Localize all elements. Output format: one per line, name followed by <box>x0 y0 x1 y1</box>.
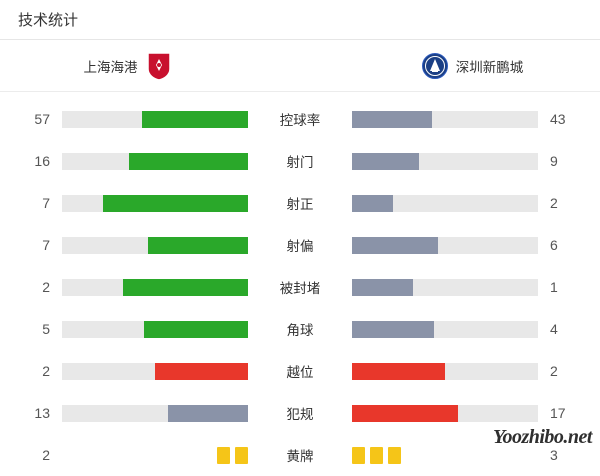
away-bar-track <box>352 110 538 128</box>
yellow-card-icon <box>388 446 401 464</box>
away-bar-track <box>352 320 538 338</box>
home-value: 7 <box>42 237 50 253</box>
home-yellow-cards <box>62 446 248 464</box>
home-bar-fill <box>168 404 248 422</box>
stat-label: 越位 <box>286 365 314 380</box>
away-bar-fill <box>352 110 432 128</box>
home-bar-track <box>62 362 248 380</box>
away-bar-fill <box>352 236 438 254</box>
home-bar-track <box>62 194 248 212</box>
watermark: Yoozhibo.net <box>492 426 593 448</box>
home-bar-track <box>62 278 248 296</box>
away-bar-track <box>352 152 538 170</box>
away-bar-fill <box>352 404 459 422</box>
yellow-card-icon <box>352 446 365 464</box>
yellow-card-icon <box>370 446 383 464</box>
away-bar-track <box>352 236 538 254</box>
yellow-card-icon <box>217 446 230 464</box>
home-value: 57 <box>34 111 50 127</box>
home-bar-fill <box>155 362 248 380</box>
stat-label: 被封堵 <box>279 281 321 296</box>
away-value: 2 <box>550 363 558 379</box>
away-value: 2 <box>550 195 558 211</box>
away-bar-track <box>352 404 538 422</box>
stat-label: 犯规 <box>286 407 314 422</box>
away-bar-track <box>352 362 538 380</box>
home-value: 5 <box>42 321 50 337</box>
home-bar-fill <box>147 236 248 254</box>
page-title: 技术统计 <box>18 12 79 29</box>
home-value: 13 <box>34 405 50 421</box>
home-bar-fill <box>141 110 248 128</box>
stat-label: 射正 <box>286 197 314 212</box>
stat-row: 57 控球率 43 <box>0 98 600 140</box>
home-bar-fill <box>143 320 248 338</box>
home-bar-fill <box>102 194 248 212</box>
stat-row: 7 射正 2 <box>0 182 600 224</box>
away-bar-fill <box>352 194 393 212</box>
away-team: 深圳新鹏城 <box>314 51 600 81</box>
home-bar-fill <box>123 278 248 296</box>
stat-row: 13 犯规 17 <box>0 392 600 434</box>
stat-label: 控球率 <box>279 113 321 128</box>
away-value: 3 <box>550 447 558 463</box>
stat-label: 黄牌 <box>286 449 314 464</box>
home-value: 2 <box>42 279 50 295</box>
home-value: 2 <box>42 363 50 379</box>
stat-label: 射偏 <box>286 239 314 254</box>
away-bar-fill <box>352 362 445 380</box>
home-value: 16 <box>34 153 50 169</box>
away-bar-fill <box>352 320 434 338</box>
home-team-label: 上海海港 <box>83 59 138 75</box>
stat-row: 2 越位 2 <box>0 350 600 392</box>
away-bar-track <box>352 278 538 296</box>
home-bar-track <box>62 404 248 422</box>
away-value: 6 <box>550 237 558 253</box>
shenzhen-peng-city-crest-icon <box>421 51 449 81</box>
stat-row: 7 射偏 6 <box>0 224 600 266</box>
stat-row: 5 角球 4 <box>0 308 600 350</box>
away-value: 4 <box>550 321 558 337</box>
stat-label: 角球 <box>286 323 314 338</box>
home-bar-fill <box>128 152 248 170</box>
home-bar-track <box>62 110 248 128</box>
yellow-card-icon <box>235 446 248 464</box>
away-value: 9 <box>550 153 558 169</box>
home-bar-track <box>62 320 248 338</box>
away-value: 17 <box>550 405 566 421</box>
away-bar-track <box>352 194 538 212</box>
away-bar-fill <box>352 278 414 296</box>
home-bar-track <box>62 152 248 170</box>
stats-list: 57 控球率 43 16 射门 9 7 射正 2 7 射偏 6 2 被封堵 1 5 角球 4 2 越位 2 13 犯规 17 2… <box>0 92 600 476</box>
page-title-bar: 技术统计 <box>0 0 600 40</box>
stat-row: 2 被封堵 1 <box>0 266 600 308</box>
home-team: 上海海港 <box>0 51 314 81</box>
teams-header: 上海海港 深圳新鹏城 <box>0 40 600 92</box>
stat-row: 16 射门 9 <box>0 140 600 182</box>
away-value: 1 <box>550 279 558 295</box>
stat-label: 射门 <box>286 155 314 170</box>
home-value: 2 <box>42 447 50 463</box>
home-value: 7 <box>42 195 50 211</box>
away-bar-fill <box>352 152 419 170</box>
away-value: 43 <box>550 111 566 127</box>
away-team-label: 深圳新鹏城 <box>455 59 524 75</box>
away-yellow-cards <box>352 446 538 464</box>
shanghai-port-crest-icon <box>145 51 173 81</box>
home-bar-track <box>62 236 248 254</box>
